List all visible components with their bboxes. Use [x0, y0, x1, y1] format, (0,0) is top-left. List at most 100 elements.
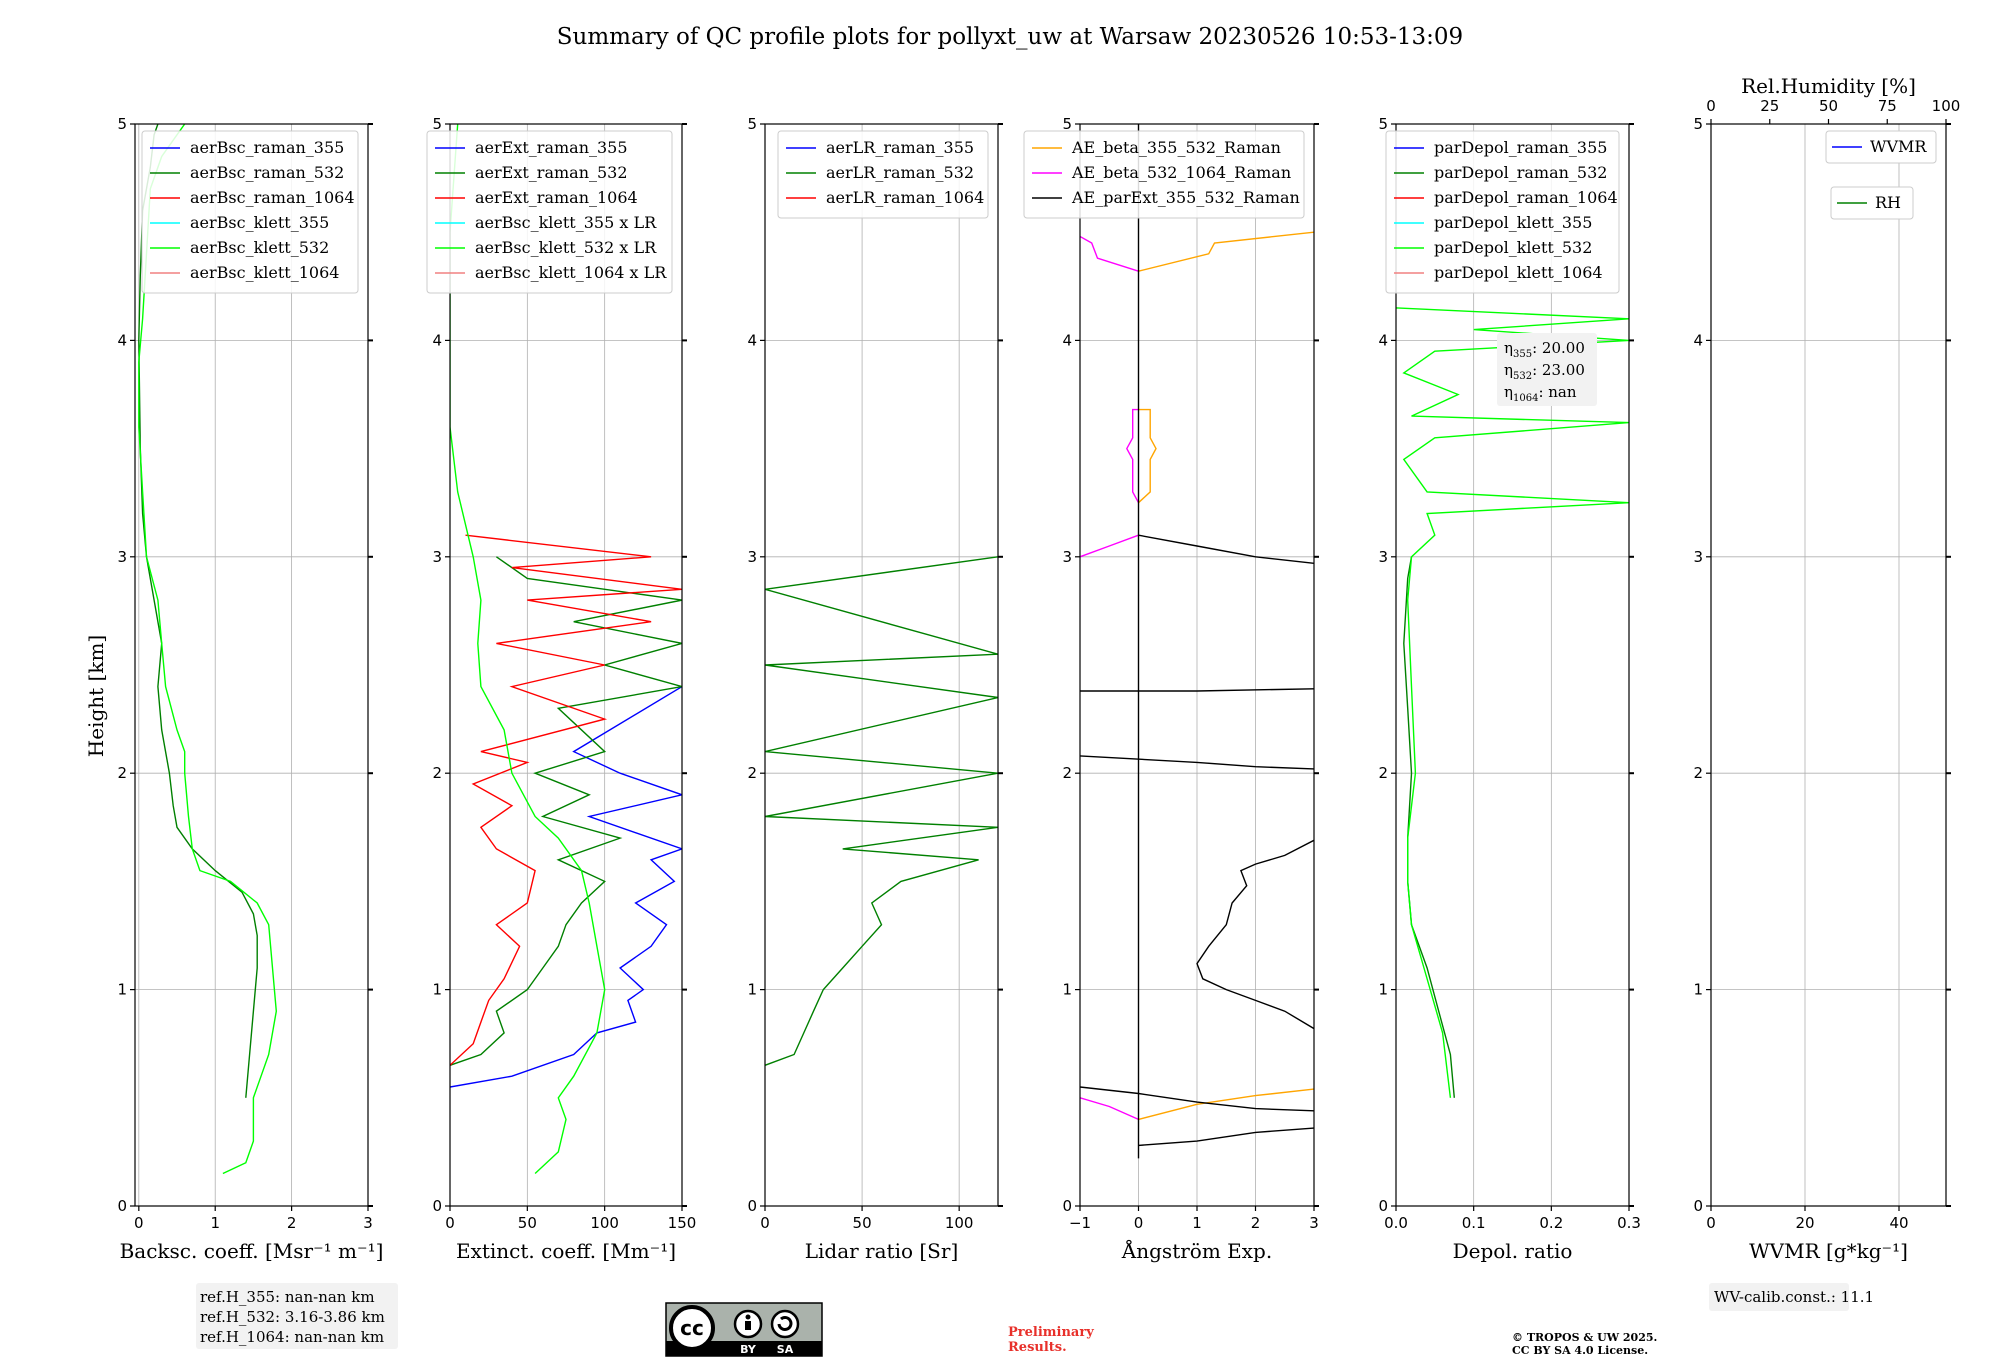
top-tick-label-1: 25: [1760, 97, 1779, 115]
y-tick-label-0: 0: [1378, 1197, 1388, 1215]
series-AE_parExt_355_532_Raman_d: [1196, 839, 1314, 1030]
y-tick-label-4: 4: [747, 331, 757, 349]
x-tick-label-2: 100: [590, 1214, 619, 1232]
x-tick-label-1: 0: [1134, 1214, 1144, 1232]
y-tick-label-2: 2: [117, 764, 127, 782]
series-AE_parExt_355_532_Raman_b: [1080, 688, 1314, 692]
series-aerExt_raman_532: [450, 556, 682, 1066]
cc-license-badge: cc BY SA: [665, 1302, 823, 1357]
series-AE_parExt_355_532_Raman_e: [1080, 1086, 1314, 1112]
copyright-line1: © TROPOS & UW 2025.: [1512, 1331, 1657, 1344]
legend-entry-2: aerExt_raman_1064: [475, 188, 638, 207]
y-tick-label-3: 3: [117, 548, 127, 566]
top-tick-label-0: 0: [1706, 97, 1716, 115]
legend-entry-5: aerBsc_klett_1064 x LR: [475, 263, 667, 282]
panel-backscatter: 0 1 2 3 0 1 2 3 4 5 Backsc. coeff. [Msr⁻¹ m⁻¹] aerB…: [117, 115, 383, 1263]
legend-box: [777, 130, 989, 219]
x-tick-label-1: 50: [518, 1214, 537, 1232]
x-tick-label-3: 0.3: [1617, 1214, 1641, 1232]
y-tick-label-1: 1: [747, 981, 757, 999]
y-tick-label-4: 4: [1062, 331, 1072, 349]
y-tick-label-5: 5: [1378, 115, 1388, 133]
x-tick-label-4: 3: [1309, 1214, 1319, 1232]
panel-lidar_ratio: 0 50 100 0 1 2 3 4 5 Lidar ratio [Sr] aerLR_raman_…: [747, 115, 1003, 1263]
legend-entry-1: AE_beta_532_1064_Raman: [1071, 163, 1291, 182]
x-tick-label-0: −1: [1069, 1214, 1091, 1232]
x-tick-label-3: 150: [668, 1214, 697, 1232]
sa-share-arrow: [777, 1316, 793, 1331]
series-aerBsc_klett_532: [138, 124, 278, 1175]
legend-box: [1385, 130, 1620, 294]
y-tick-label-1: 1: [1378, 981, 1388, 999]
x-tick-label-2: 100: [945, 1214, 974, 1232]
panels: 0 1 2 3 0 1 2 3 4 5 Backsc. coeff. [Msr⁻¹ m⁻¹] aerB…: [117, 74, 1960, 1263]
y-tick-label-0: 0: [747, 1197, 757, 1215]
legend-box: [141, 130, 359, 294]
legend-box: [1023, 130, 1305, 219]
x-tick-label-3: 3: [363, 1214, 373, 1232]
eta-note: η355: 20.00 η532: 23.00 η1064: nan: [1497, 333, 1597, 406]
series-aerBsc_raman_532: [138, 124, 258, 1098]
y-tick-label-3: 3: [1378, 548, 1388, 566]
x-tick-label-1: 50: [853, 1214, 872, 1232]
series-AE_beta_532_1064_Raman_low: [1080, 1097, 1139, 1121]
series-AE_beta_532_1064_Raman_upper: [1080, 534, 1139, 558]
x-tick-label-3: 2: [1251, 1214, 1261, 1232]
cc-logo-text: cc: [680, 1316, 704, 1340]
x-axis-label: Lidar ratio [Sr]: [805, 1239, 959, 1263]
x-tick-label-2: 0.2: [1539, 1214, 1563, 1232]
series-aerExt_raman_355: [450, 685, 682, 1088]
by-person-head: [745, 1314, 751, 1320]
legend-entry-1: RH: [1875, 193, 1901, 212]
series-aerBsc_klett_532 x LR: [450, 124, 606, 1175]
y-tick-label-3: 3: [1693, 548, 1703, 566]
y-tick-label-1: 1: [432, 981, 442, 999]
y-tick-label-5: 5: [1693, 115, 1703, 133]
series-AE_parExt_355_532_Raman_c: [1080, 755, 1314, 770]
sa-label: SA: [777, 1343, 794, 1356]
series-AE_beta_355_532_Raman: [1138, 231, 1314, 272]
top-axis-label: Rel.Humidity [%]: [1741, 74, 1916, 98]
series-aerLR_raman_532: [765, 556, 998, 1066]
axes-frame: [764, 123, 999, 1207]
y-tick-label-4: 4: [117, 331, 127, 349]
series-AE_parExt_355_532_Raman_a: [1138, 534, 1314, 564]
y-tick-label-2: 2: [432, 764, 442, 782]
y-tick-label-4: 4: [1378, 331, 1388, 349]
y-tick-label-0: 0: [117, 1197, 127, 1215]
axes-frame: [449, 123, 683, 1207]
ref-height-532: ref.H_532: 3.16-3.86 km: [200, 1308, 385, 1326]
x-tick-label-1: 1: [210, 1214, 220, 1232]
panel-wvmr_rh: 0 20 40 0 1 2 3 4 5 WVMR [g*kg⁻¹] 0 25 50 75 100 Rel.Hu…: [1693, 74, 1960, 1263]
legend-box-0: [1825, 130, 1937, 164]
axes-frame: [1710, 123, 1947, 1207]
preliminary-line1: Preliminary: [1008, 1325, 1094, 1340]
legend-entry-4: aerBsc_klett_532: [190, 238, 329, 257]
top-tick-label-2: 50: [1819, 97, 1838, 115]
y-tick-label-3: 3: [747, 548, 757, 566]
x-tick-label-2: 1: [1192, 1214, 1202, 1232]
y-tick-label-1: 1: [1062, 981, 1072, 999]
cc-logo-icon: [669, 1305, 715, 1351]
x-tick-label-0: 0: [1706, 1214, 1716, 1232]
y-tick-label-3: 3: [1062, 548, 1072, 566]
y-tick-label-4: 4: [432, 331, 442, 349]
x-axis-label: WVMR [g*kg⁻¹]: [1749, 1239, 1908, 1263]
series-AE_parExt_355_532_Raman_f: [1138, 1127, 1314, 1147]
legend-entry-0: aerBsc_raman_355: [190, 138, 344, 157]
ref-height-1064: ref.H_1064: nan-nan km: [200, 1328, 384, 1346]
series-aerExt_raman_1064: [450, 534, 682, 1066]
legend-entry-0: WVMR: [1870, 137, 1927, 156]
legend-entry-0: aerExt_raman_355: [475, 138, 628, 157]
x-axis-label: Ångström Exp.: [1121, 1238, 1272, 1263]
y-tick-label-0: 0: [1693, 1197, 1703, 1215]
y-tick-label-5: 5: [747, 115, 757, 133]
legend-entry-1: parDepol_raman_532: [1434, 163, 1607, 182]
x-tick-label-2: 40: [1889, 1214, 1908, 1232]
legend-entry-4: aerBsc_klett_532 x LR: [475, 238, 657, 257]
series-parDepol_raman_532: [1403, 556, 1455, 1098]
eta-box: [1497, 333, 1597, 406]
x-axis-label: Extinct. coeff. [Mm⁻¹]: [456, 1239, 676, 1263]
y-tick-label-5: 5: [1062, 115, 1072, 133]
